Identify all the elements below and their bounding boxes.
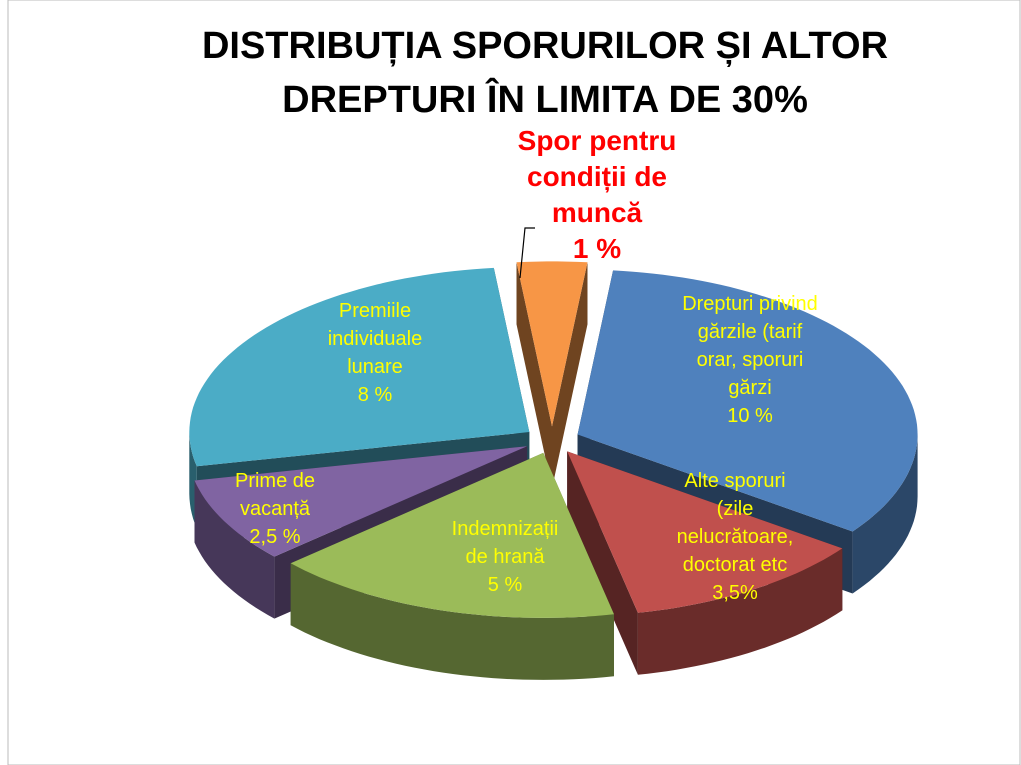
- slice-wall: [290, 563, 614, 680]
- slice-wall: [194, 480, 275, 619]
- value-label: 5 %: [488, 574, 523, 596]
- slice-side: [567, 451, 638, 675]
- chart-title: DISTRIBUȚIA SPORURILOR ȘI ALTOR DREPTURI …: [202, 25, 888, 121]
- slice-top: [189, 267, 530, 467]
- slice-wall: [852, 434, 918, 594]
- value-label: 3,5%: [712, 582, 758, 604]
- value-label: 2,5 %: [249, 526, 300, 548]
- slice-label: Drepturi privind gărzile (tarif orar, spor…: [682, 293, 818, 399]
- slice: [567, 451, 843, 675]
- slice-label: Prime de vacanță: [235, 470, 315, 520]
- value-label: 8 %: [358, 384, 393, 406]
- value-label: 10 %: [727, 405, 773, 427]
- slice-side: [552, 262, 588, 489]
- slice: [290, 452, 614, 680]
- slice-top: [194, 446, 528, 557]
- slice-wall: [637, 548, 843, 675]
- slice-label: Indemnizații de hrană: [452, 518, 559, 568]
- slice-label: Spor pentru condiții de muncă: [518, 125, 677, 228]
- value-label: 1 %: [573, 233, 621, 264]
- slice-top: [290, 452, 614, 618]
- slice: [516, 261, 588, 489]
- slice-side: [516, 262, 552, 489]
- slice-top: [567, 451, 843, 613]
- slice-label: Alte sporuri (zile nelucrătoare, doctorat e…: [677, 470, 794, 576]
- slice-top: [577, 270, 918, 532]
- slice-label: Premiile individuale lunare: [328, 300, 423, 378]
- leader-line: [519, 227, 535, 279]
- slice-top: [516, 261, 588, 427]
